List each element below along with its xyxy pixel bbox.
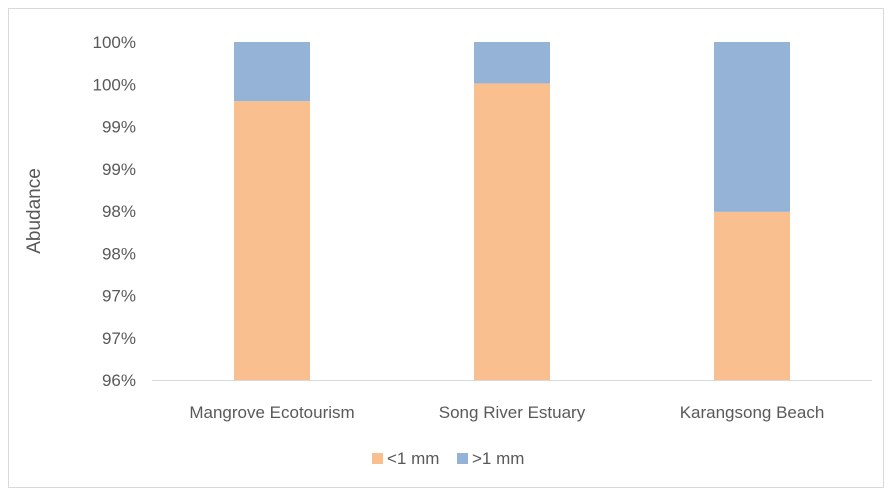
y-tick-label: 99% xyxy=(102,118,136,137)
bar-segment xyxy=(234,42,310,102)
y-tick-label: 100% xyxy=(93,33,136,52)
x-tick-label: Karangsong Beach xyxy=(680,403,825,422)
x-axis-labels: Mangrove Ecotourism Song River Estuary Kar… xyxy=(189,403,824,422)
legend-label: <1 mm xyxy=(387,449,439,468)
legend-swatch xyxy=(457,453,468,464)
y-tick-label: 97% xyxy=(102,287,136,306)
y-tick-label: 98% xyxy=(102,202,136,221)
y-axis-title: Abudance xyxy=(24,168,45,254)
legend-swatch xyxy=(372,453,383,464)
x-tick-label: Mangrove Ecotourism xyxy=(189,403,354,422)
bars xyxy=(234,42,790,381)
bar-segment xyxy=(234,101,310,381)
y-tick-label: 97% xyxy=(102,329,136,348)
legend-label: >1 mm xyxy=(472,449,524,468)
legend: <1 mm >1 mm xyxy=(372,449,524,468)
bar-segment xyxy=(474,83,550,380)
x-tick-label: Song River Estuary xyxy=(439,403,586,422)
y-tick-label: 98% xyxy=(102,244,136,263)
bar-segment xyxy=(714,42,790,212)
bar-segment xyxy=(474,42,550,84)
y-tick-label: 100% xyxy=(93,75,136,94)
bar-segment xyxy=(714,211,790,380)
y-axis-ticks: 100% 100% 99% 99% 98% 98% 97% 97% 96% xyxy=(93,33,136,390)
y-tick-label: 99% xyxy=(102,160,136,179)
y-tick-label: 96% xyxy=(102,371,136,390)
